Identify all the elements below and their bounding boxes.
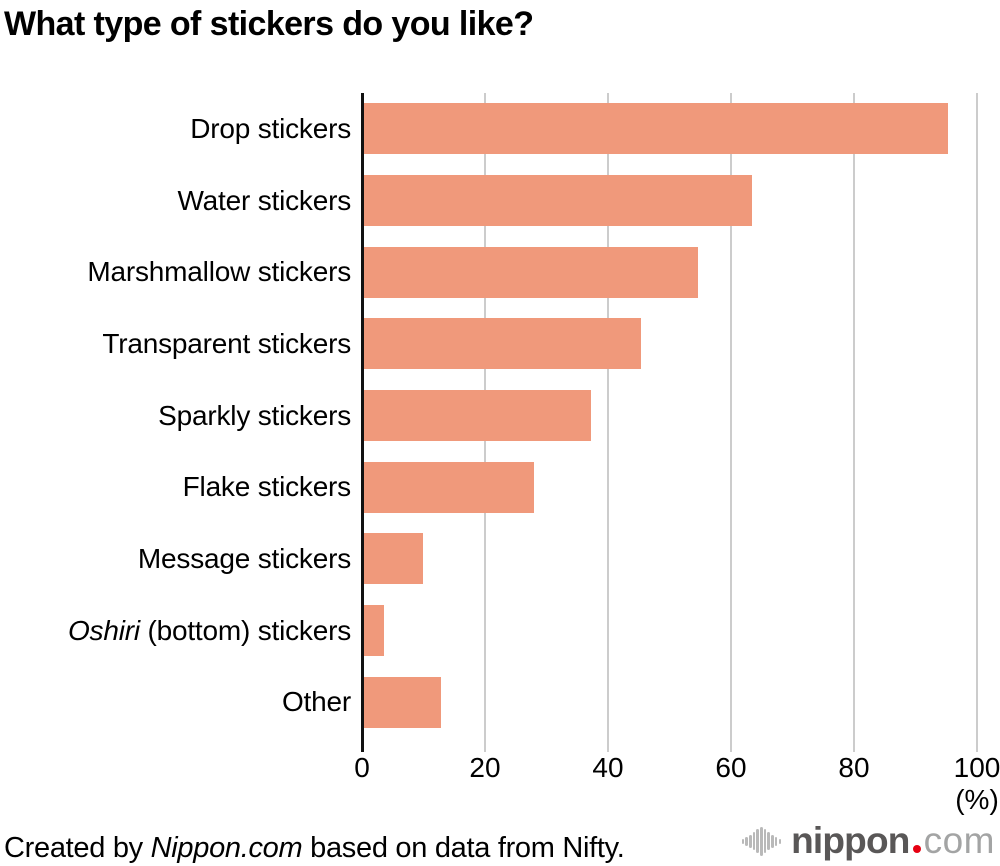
category-label: Drop stickers	[190, 112, 351, 144]
bar-drop-stickers	[362, 103, 949, 155]
bar-track	[362, 318, 977, 370]
soundwave-icon	[741, 826, 782, 856]
bar-row: Flake stickers	[0, 451, 977, 523]
chart-title: What type of stickers do you like?	[4, 5, 534, 43]
bar-row: Oshiri (bottom) stickers	[0, 595, 977, 667]
category-label: Other	[281, 686, 351, 718]
category-label: Oshiri (bottom) stickers	[67, 614, 351, 646]
credit-suffix: based on data from Nifty.	[302, 832, 625, 864]
bar-other	[362, 676, 442, 728]
gridline-100	[976, 93, 978, 752]
credit-prefix: Created by	[4, 832, 151, 864]
bar-track	[362, 461, 977, 513]
bar-track	[362, 103, 977, 155]
bar-track	[362, 605, 977, 657]
bar-sparkly-stickers	[362, 390, 591, 442]
bar-message-stickers	[362, 533, 423, 585]
bar-track	[362, 676, 977, 728]
category-label: Flake stickers	[182, 471, 352, 503]
credit-text: Created by Nippon.com based on data from…	[4, 832, 625, 864]
bar-water-stickers	[362, 175, 752, 226]
x-tick-label-0: 0	[354, 752, 370, 783]
bar-track	[362, 175, 977, 226]
bar-row: Sparkly stickers	[0, 380, 977, 452]
bar-row: Drop stickers	[0, 93, 977, 165]
bar-track	[362, 246, 977, 298]
logo-brand-bold: nippon	[791, 820, 910, 861]
bar-marshmallow-stickers	[362, 246, 699, 298]
gridline-40	[607, 93, 609, 752]
bar-row: Message stickers	[0, 523, 977, 595]
x-tick-label-60: 60	[715, 752, 747, 783]
credit-source-italic: Nippon.com	[150, 832, 303, 864]
category-label: Message stickers	[137, 542, 351, 574]
y-axis-line	[361, 93, 364, 752]
category-label: Transparent stickers	[102, 327, 351, 359]
bar-flake-stickers	[362, 461, 535, 513]
bar-row: Marshmallow stickers	[0, 236, 977, 308]
plot-area: Drop stickers Water stickers Marshmallow s…	[68, 93, 1000, 815]
bar-row: Water stickers	[0, 165, 977, 237]
bar-track	[362, 390, 977, 442]
bar-rows: Drop stickers Water stickers Marshmallow s…	[0, 93, 977, 738]
logo-red-dot-icon	[912, 845, 921, 853]
nippon-logo: nippon com	[741, 820, 995, 862]
category-label: Water stickers	[177, 184, 351, 216]
bar-track	[362, 533, 977, 585]
category-label: Sparkly stickers	[158, 399, 351, 431]
bar-row: Transparent stickers	[0, 308, 977, 380]
logo-text: nippon com	[791, 821, 995, 861]
gridline-60	[730, 93, 732, 752]
x-tick-label-100: 100	[953, 752, 1000, 783]
x-tick-label-80: 80	[838, 752, 870, 783]
gridline-80	[853, 93, 855, 752]
category-label: Marshmallow stickers	[87, 256, 351, 288]
x-tick-label-20: 20	[469, 752, 501, 783]
bar-oshiri-bottom-stickers	[362, 605, 385, 657]
logo-brand-light: com	[923, 820, 995, 861]
bar-transparent-stickers	[362, 318, 642, 370]
x-axis-unit-label: (%)	[955, 784, 999, 815]
bar-row: Other	[0, 666, 977, 738]
x-tick-label-40: 40	[592, 752, 624, 783]
